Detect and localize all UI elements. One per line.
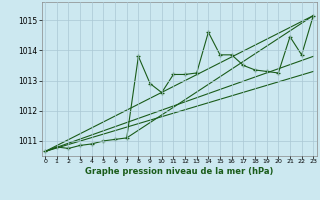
X-axis label: Graphe pression niveau de la mer (hPa): Graphe pression niveau de la mer (hPa) — [85, 167, 273, 176]
